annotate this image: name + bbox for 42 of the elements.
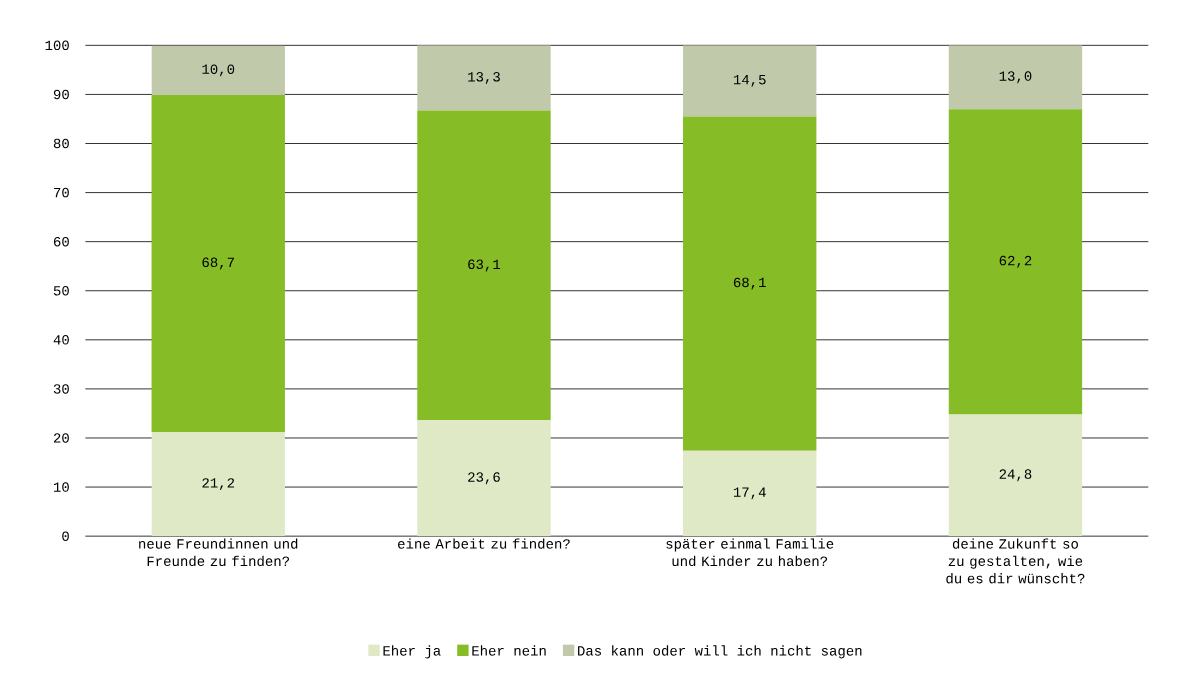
data-label: 63,1 [468,259,501,272]
data-label: 14,5 [733,75,766,87]
bar [948,414,1083,537]
data-label: 68,7 [202,257,234,270]
legend-label: Eher ja [383,645,441,659]
x-tick-label: neue Freundinnen und Freunde zu finden? [139,538,298,567]
data-label: 10,0 [202,64,235,77]
bar [948,109,1083,415]
data-label: 13,3 [468,72,500,84]
y-tick-label: 70 [54,187,69,198]
y-tick-label: 50 [53,286,69,296]
bar [151,94,285,433]
y-tick-label: 10 [53,482,69,492]
bar [683,116,817,451]
data-label: 21,2 [202,478,235,491]
y-tick-label: 80 [53,138,69,149]
data-label: 62,2 [999,255,1032,268]
legend-label: Das kann oder will ich nicht sagen [578,645,862,659]
x-tick-label: deine Zukunft so zu gestalten, wie du es dir wünscht? [946,538,1085,584]
bar [948,45,1083,110]
y-tick-label: 30 [53,384,69,394]
data-label: 17,4 [733,487,766,500]
bar [151,432,285,537]
y-tick-label: 20 [53,433,69,443]
y-tick-label: 40 [53,335,69,345]
x-tick-label: eine Arbeit zu finden? [398,538,570,549]
legend-label: Eher nein [472,645,546,656]
data-label: 13,0 [999,71,1032,84]
bar [683,45,817,117]
y-tick-label: 90 [53,89,69,100]
bar [417,110,551,421]
bar [417,45,551,111]
data-label: 68,1 [733,277,766,290]
data-label: 24,8 [999,469,1032,482]
data-label: 23,6 [468,472,500,485]
y-tick-label: 100 [45,40,69,51]
bar [683,450,817,537]
y-tick-label: 60 [53,236,69,247]
x-tick-label: später einmal Familie und Kinder zu haben? [666,538,834,567]
bar [417,420,551,537]
y-tick-label: 0 [62,531,69,541]
bar [151,45,285,95]
